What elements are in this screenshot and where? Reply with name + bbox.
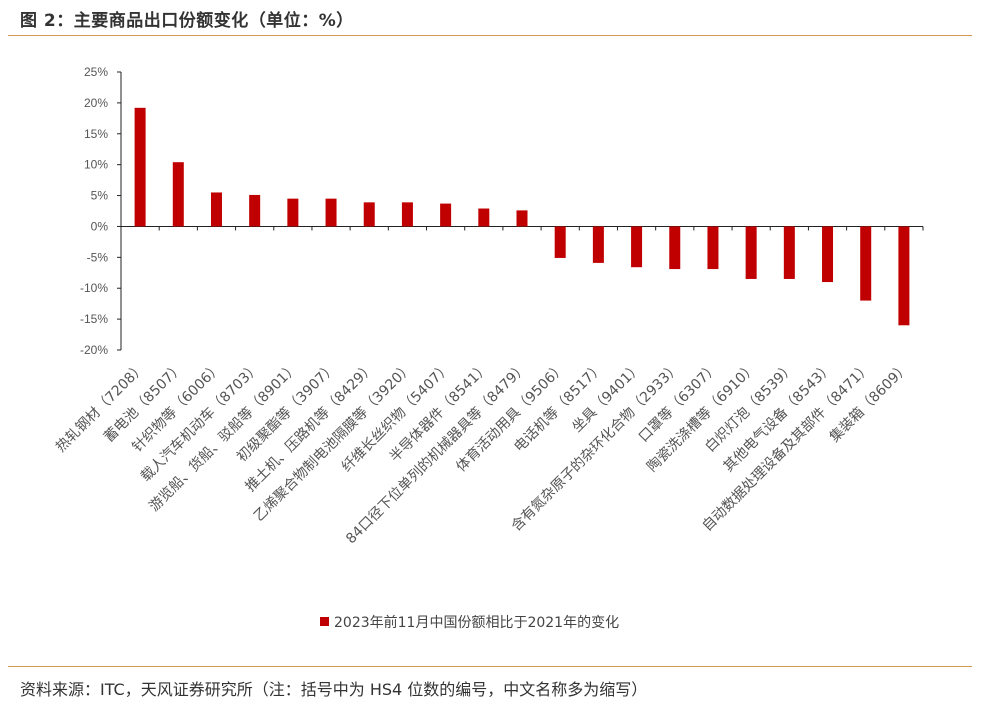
- y-tick-label: 10%: [84, 158, 108, 172]
- y-tick-label: 25%: [84, 65, 108, 79]
- bar: [631, 226, 643, 268]
- bar: [860, 226, 872, 301]
- bar: [325, 198, 337, 227]
- bar: [745, 226, 757, 279]
- bar: [210, 192, 222, 227]
- y-tick-label: -10%: [80, 281, 108, 295]
- y-tick-label: -15%: [80, 312, 108, 326]
- bar: [822, 226, 834, 283]
- bar: [134, 107, 146, 227]
- legend-swatch: [320, 617, 329, 626]
- bar: [592, 226, 604, 263]
- legend: 2023年前11月中国份额相比于2021年的变化: [320, 614, 619, 631]
- y-tick-label: -20%: [80, 343, 108, 357]
- bar: [554, 226, 566, 258]
- bar: [249, 194, 261, 227]
- x-axis: [120, 225, 924, 231]
- y-tick-label: -5%: [87, 250, 109, 264]
- y-tick-label: 0%: [91, 219, 109, 233]
- bar: [516, 210, 528, 227]
- source-note: 资料来源：ITC，天风证券研究所（注：括号中为 HS4 位数的编号，中文名称多为…: [20, 680, 648, 699]
- bar: [478, 208, 490, 227]
- bar: [898, 226, 910, 326]
- bar: [172, 162, 184, 227]
- y-axis: 25% 20% 15% 10% 5% 0% -5% -10% -15% -20%: [80, 65, 122, 357]
- bottom-divider: [8, 666, 972, 667]
- x-tick-labels: 热轧钢材（7208）蓄电池（8507）针织物等（6006）载人汽车机动车（870…: [53, 359, 913, 547]
- bar-chart: 25% 20% 15% 10% 5% 0% -5% -10% -15% -20% 热轧钢材（720…: [53, 65, 924, 631]
- bar: [401, 202, 413, 227]
- bar: [707, 226, 719, 270]
- top-divider: [8, 35, 972, 36]
- bar-series: [134, 107, 910, 326]
- bar: [363, 202, 375, 227]
- bar: [783, 226, 795, 279]
- bar: [440, 203, 452, 227]
- bar: [669, 226, 681, 270]
- y-tick-label: 5%: [91, 189, 109, 203]
- bar: [287, 198, 299, 227]
- y-tick-label: 20%: [84, 96, 108, 110]
- legend-label: 2023年前11月中国份额相比于2021年的变化: [334, 614, 619, 631]
- y-tick-label: 15%: [84, 127, 108, 141]
- figure-title: 图 2：主要商品出口份额变化（单位：%）: [20, 11, 354, 31]
